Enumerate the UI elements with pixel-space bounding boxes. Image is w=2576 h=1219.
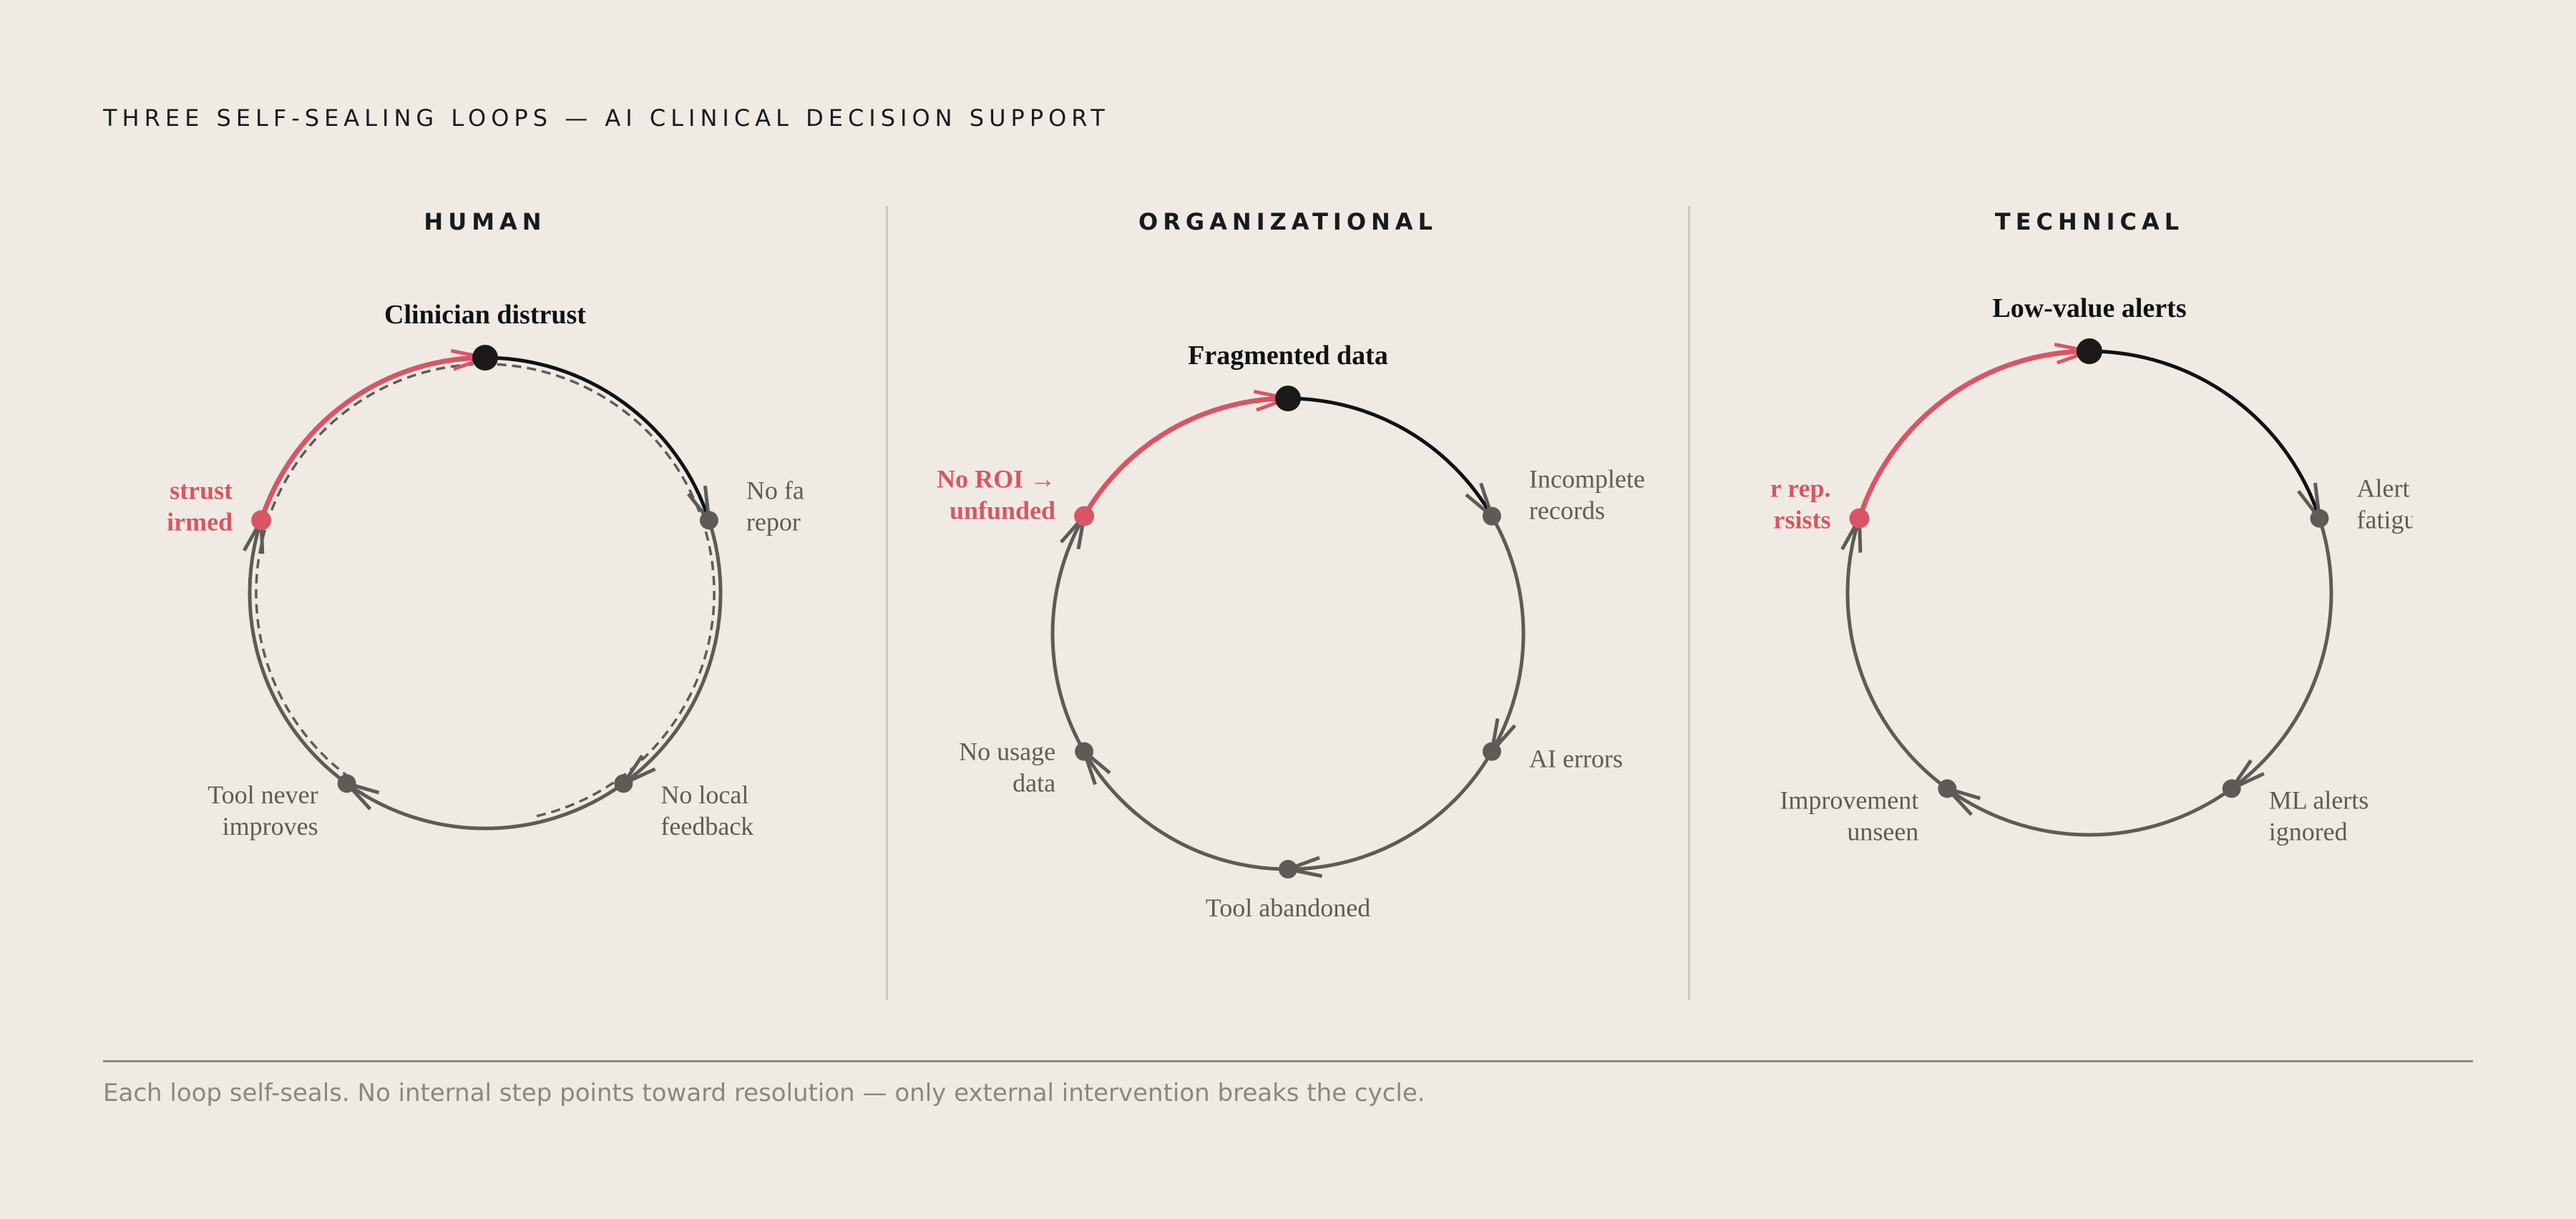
footer-note: Each loop self-seals. No internal step p…	[103, 1079, 1425, 1107]
loop-node-label: Incomplete records	[1529, 465, 1645, 525]
loop-segment	[1050, 515, 1086, 753]
loop-segment	[2089, 349, 2321, 519]
loop-node-label: AI errors	[1529, 745, 1623, 773]
loop-node	[2310, 509, 2329, 528]
loop-segment	[1287, 750, 1494, 871]
loop-node-label: No fa repor	[746, 476, 804, 536]
loop-node-label: Tool never improves	[208, 780, 318, 841]
loop-node	[699, 511, 718, 530]
loop-node	[2077, 338, 2102, 364]
loop-label: HUMAN	[424, 208, 546, 235]
loop-node	[337, 774, 356, 793]
column-divider	[1688, 206, 1690, 1000]
loop-segment	[346, 782, 625, 831]
loop-start-label: Fragmented data	[1188, 341, 1388, 371]
loop-node	[1275, 386, 1301, 411]
loop-node	[614, 774, 633, 793]
loop-node	[1074, 506, 1095, 527]
loop-node	[1938, 779, 1957, 798]
loop-start-label: Clinician distrust	[384, 300, 586, 330]
loop-organizational: ORGANIZATIONAL Fragmented data Incomplete r…	[937, 208, 1645, 922]
loop-segment	[1082, 750, 1289, 871]
loop-node	[1279, 860, 1297, 878]
loop-node	[1482, 742, 1501, 761]
loop-node-label: ML alerts ignored	[2269, 786, 2369, 846]
loop-segment	[248, 519, 348, 785]
footer-divider	[103, 1060, 2473, 1062]
loop-segment	[484, 356, 711, 522]
page-title: THREE SELF-SEALING LOOPS — AI CLINICAL D…	[103, 104, 1110, 132]
loop-node-label: No local feedback	[660, 780, 753, 841]
loop-segment	[258, 355, 486, 522]
loop-technical: TECHNICAL Low-value alerts Alert fatigu ML a…	[1770, 208, 2417, 846]
loop-segment	[2230, 517, 2333, 790]
loop-start-label: Low-value alerts	[1992, 293, 2186, 323]
loop-segment	[1845, 517, 1948, 790]
loop-human: HUMAN Clinician distrust No fa repor No loca…	[167, 208, 804, 841]
loop-node-label: r rep. rsists	[1770, 474, 1831, 534]
loop-node-label: No usage data	[959, 738, 1055, 798]
loop-node	[472, 345, 498, 371]
loop-segment	[622, 519, 723, 785]
loop-node-label: Tool abandoned	[1206, 894, 1370, 922]
loop-segment	[1287, 396, 1494, 517]
loop-node	[1482, 506, 1501, 526]
loop-node	[1075, 742, 1094, 761]
loop-label: TECHNICAL	[1995, 208, 2184, 235]
loop-node	[251, 510, 272, 531]
loop-segment	[1946, 787, 2233, 837]
loop-label: ORGANIZATIONAL	[1138, 208, 1438, 235]
loop-segment	[1490, 515, 1526, 753]
dashed-overlay	[497, 363, 716, 818]
loop-node-label: Improvement unseen	[1780, 786, 1918, 846]
loop-node-label: No ROI → unfunded	[937, 465, 1055, 525]
loop-node-label: strust irmed	[167, 476, 233, 536]
loop-node-label: Alert fatigu	[2357, 474, 2417, 534]
loop-node	[2222, 779, 2241, 798]
loop-node	[1849, 508, 1870, 529]
column-divider	[886, 206, 888, 1000]
loop-segment	[1857, 348, 2090, 519]
loop-segment	[1082, 396, 1289, 518]
dashed-overlay	[255, 363, 474, 780]
